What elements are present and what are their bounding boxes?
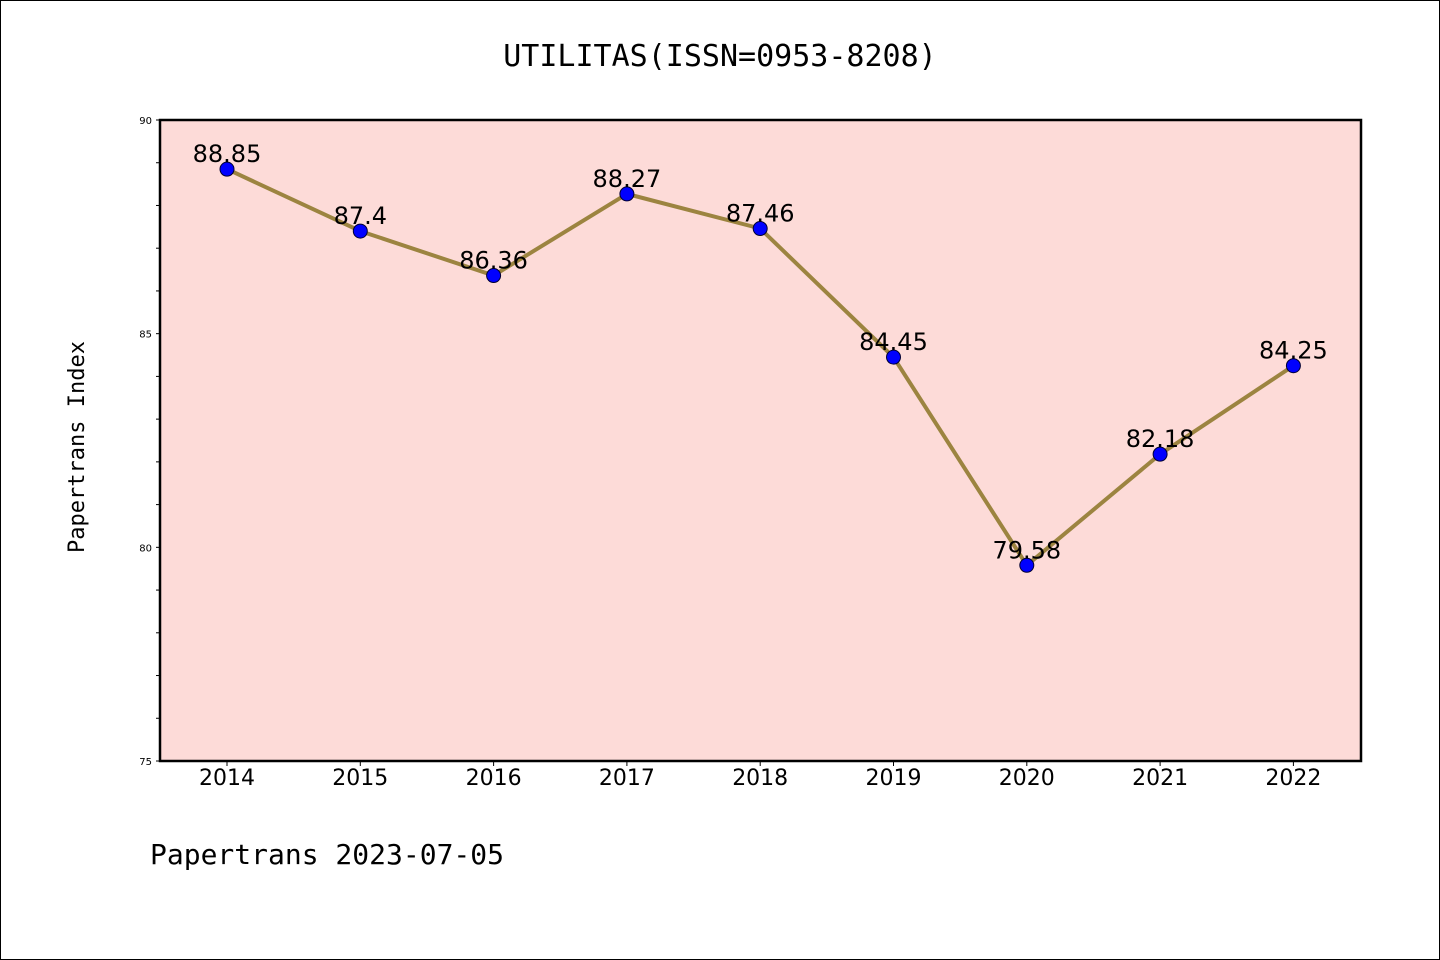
data-labels: 88.85 87.4 86.36 88.27 87.46 84.45 79.58 82.18 8… <box>193 140 1328 564</box>
y-tick-label: 80 <box>139 543 152 554</box>
y-tick-label: 90 <box>139 116 152 127</box>
data-point <box>352 223 368 239</box>
data-label: 82.18 <box>1126 425 1195 453</box>
data-label: 84.25 <box>1259 337 1328 365</box>
x-tick-label: 2020 <box>999 766 1055 791</box>
x-tick-label: 2015 <box>332 766 388 791</box>
data-point <box>219 161 235 177</box>
data-label: 88.27 <box>593 165 662 193</box>
data-label: 87.4 <box>334 202 387 230</box>
x-tick-label: 2016 <box>466 766 522 791</box>
data-point <box>1019 557 1035 573</box>
data-label: 88.85 <box>193 140 262 168</box>
data-point <box>752 221 768 237</box>
x-tick-label: 2018 <box>732 766 788 791</box>
data-label: 79.58 <box>992 536 1061 564</box>
x-tick-label: 2017 <box>599 766 655 791</box>
data-label: 86.36 <box>459 247 528 275</box>
y-tick-label: 85 <box>139 330 152 341</box>
y-tick-label: 75 <box>139 757 152 768</box>
x-axis: 2014 2015 2016 2017 2018 2019 2020 2021 2022 <box>199 761 1321 791</box>
chart-title: UTILITAS(ISSN=0953-8208) <box>503 39 936 74</box>
x-tick-label: 2014 <box>199 766 255 791</box>
x-tick-label: 2019 <box>866 766 922 791</box>
footer-credit: Papertrans 2023-07-05 <box>150 838 504 871</box>
data-point <box>1152 446 1168 462</box>
data-label: 84.45 <box>859 328 928 356</box>
y-axis-label: Papertrans Index <box>65 341 90 553</box>
x-tick-label: 2021 <box>1132 766 1188 791</box>
data-point <box>486 268 502 284</box>
data-label: 87.46 <box>726 200 795 228</box>
x-tick-label: 2022 <box>1265 766 1321 791</box>
data-point <box>619 186 635 202</box>
data-point <box>1285 358 1301 374</box>
y-axis: 75 80 85 90 <box>139 116 160 768</box>
series-layer <box>219 161 1301 573</box>
data-point <box>886 349 901 365</box>
